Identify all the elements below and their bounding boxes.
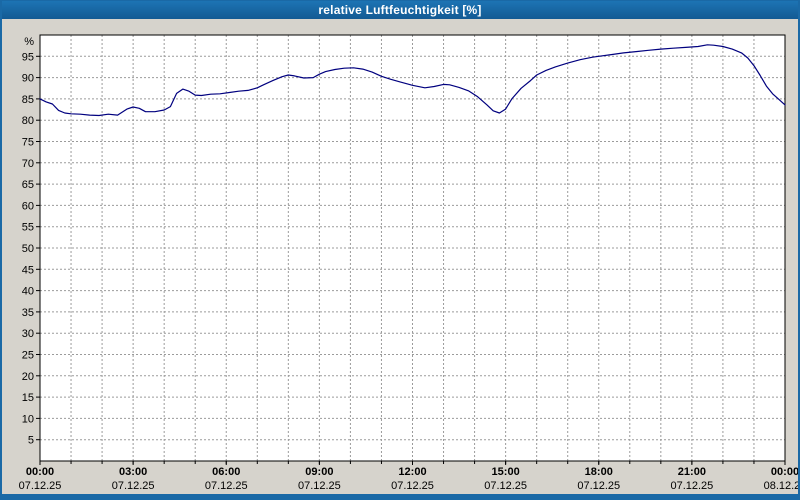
humidity-series-line [39,44,786,117]
x-axis-date-label: 07.12.25 [577,480,620,492]
y-axis-tick-label: 25 [22,350,34,362]
y-axis-tick-label: 75 [22,137,34,149]
chart-area: 5 10 15 20 25 30 35 40 45 50 55 60 65 70 75 80 85 90 95% 00… [2,19,798,494]
y-axis-tick-label: 80 [22,115,34,127]
y-axis-tick-label: 60 [22,200,34,212]
y-axis-unit-label: % [24,36,34,48]
x-axis-time-label: 00:00 [771,466,798,478]
x-axis-time-label: 12:00 [398,466,426,478]
x-axis-date-label: 07.12.25 [670,480,713,492]
x-axis-date-label: 07.12.25 [112,480,155,492]
y-axis-tick-label: 70 [22,158,34,170]
y-axis-tick-label: 30 [22,328,34,340]
y-axis-tick-label: 55 [22,222,34,234]
x-axis-date-label: 07.12.25 [19,480,62,492]
x-axis-time-label: 21:00 [678,466,706,478]
plot-border [39,34,786,462]
y-axis-tick-label: 5 [28,435,34,447]
x-axis-time-label: 09:00 [305,466,333,478]
x-axis-time-label: 15:00 [492,466,520,478]
y-axis-tick-label: 90 [22,73,34,85]
y-axis-tick-label: 15 [22,392,34,404]
x-axis-date-label: 08.12.25 [764,480,798,492]
y-axis-tick-label: 40 [22,286,34,298]
chart-title-bar: relative Luftfeuchtigkeit [%] [2,1,798,19]
x-axis-time-label: 00:00 [26,466,54,478]
x-axis-time-label: 18:00 [585,466,613,478]
y-axis-tick-label: 20 [22,371,34,383]
x-axis-date-label: 07.12.25 [298,480,341,492]
x-axis-date-label: 07.12.25 [391,480,434,492]
x-axis-time-label: 03:00 [119,466,147,478]
y-axis-tick-label: 50 [22,243,34,255]
y-axis-tick-label: 95 [22,51,34,63]
y-axis-tick-label: 65 [22,179,34,191]
chart-title: relative Luftfeuchtigkeit [%] [318,3,482,17]
x-axis-date-label: 07.12.25 [205,480,248,492]
y-axis-tick-label: 45 [22,264,34,276]
y-axis-tick-label: 35 [22,307,34,319]
y-axis-tick-label: 10 [22,413,34,425]
x-axis-date-label: 07.12.25 [484,480,527,492]
humidity-line-chart: 5 10 15 20 25 30 35 40 45 50 55 60 65 70 75 80 85 90 95% 00… [19,34,798,492]
x-axis-time-label: 06:00 [212,466,240,478]
y-axis-tick-label: 85 [22,94,34,106]
